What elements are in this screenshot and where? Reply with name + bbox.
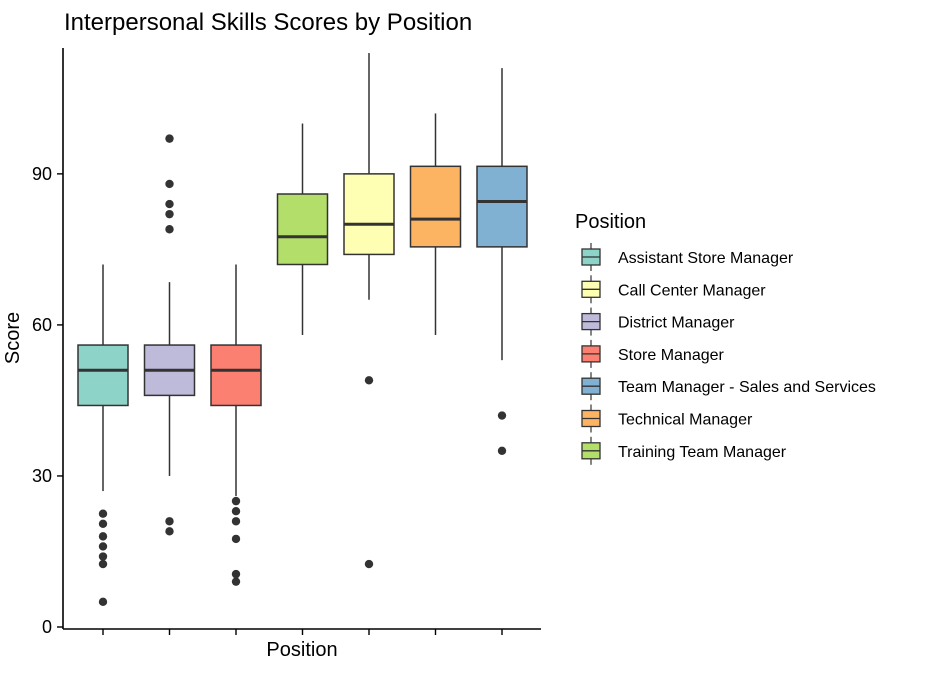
outlier-point [98,559,108,569]
box-assistant-store-manager [77,264,129,607]
outlier-point [98,552,108,561]
outlier-point [231,569,241,579]
box-training-team-manager [276,123,329,335]
box-iqr [409,165,462,248]
box-iqr [476,165,528,248]
y-tick-label: 90 [32,164,52,184]
outlier-point [165,517,174,526]
box-iqr [210,344,262,407]
y-tick-label: 30 [32,466,52,486]
outlier-point [364,559,374,569]
outlier-point [231,496,241,506]
outlier-point [231,577,241,586]
outlier-point [98,542,108,551]
outlier-point [98,532,108,541]
legend-label: District Manager [618,315,735,332]
outlier-point [231,534,241,544]
y-tick-label: 60 [32,315,52,335]
legend-label: Team Manager - Sales and Services [618,379,876,396]
box-district-manager [143,134,196,536]
legend-label: Technical Manager [618,412,753,429]
legend-label: Training Team Manager [618,444,787,461]
outlier-point [165,225,174,234]
outlier-point [497,411,507,420]
legend-label: Call Center Manager [618,282,766,299]
outlier-point [231,507,241,516]
outlier-point [165,527,174,536]
legend: Position Assistant Store Manager Call Cen… [575,211,876,465]
outlier-point [98,509,108,518]
outlier-point [165,199,174,209]
legend-title: Position [575,211,646,233]
chart-title: Interpersonal Skills Scores by Position [64,9,472,36]
x-ticks [102,629,503,635]
legend-label: Assistant Store Manager [618,250,794,267]
outlier-point [165,134,174,143]
y-ticks: 0 30 60 90 [32,164,63,637]
box-call-center-manager [343,53,395,569]
legend-label: Store Manager [618,347,725,364]
legend-item: Team Manager - Sales and Services [581,372,876,401]
plot-area [77,53,528,607]
box-iqr [343,173,395,256]
x-axis-title: Position [266,639,337,661]
legend-item: Store Manager [581,339,725,368]
box-iqr [276,193,329,266]
outlier-point [98,597,108,607]
legend-item: Assistant Store Manager [581,243,794,271]
box-technical-manager [409,113,462,335]
y-tick-label: 0 [42,617,52,637]
outlier-point [165,209,174,219]
outlier-point [165,179,174,189]
y-axis-title: Score [2,312,24,364]
box-iqr [77,344,129,407]
outlier-point [98,519,108,528]
box-team-manager-sales-and-services [476,68,528,455]
legend-item: District Manager [581,307,735,336]
outlier-point [364,376,374,385]
outlier-point [231,517,241,526]
legend-item: Training Team Manager [581,436,787,465]
outlier-point [497,446,507,455]
legend-item: Technical Manager [581,404,753,433]
legend-item: Call Center Manager [581,275,766,304]
box-store-manager [210,264,262,586]
